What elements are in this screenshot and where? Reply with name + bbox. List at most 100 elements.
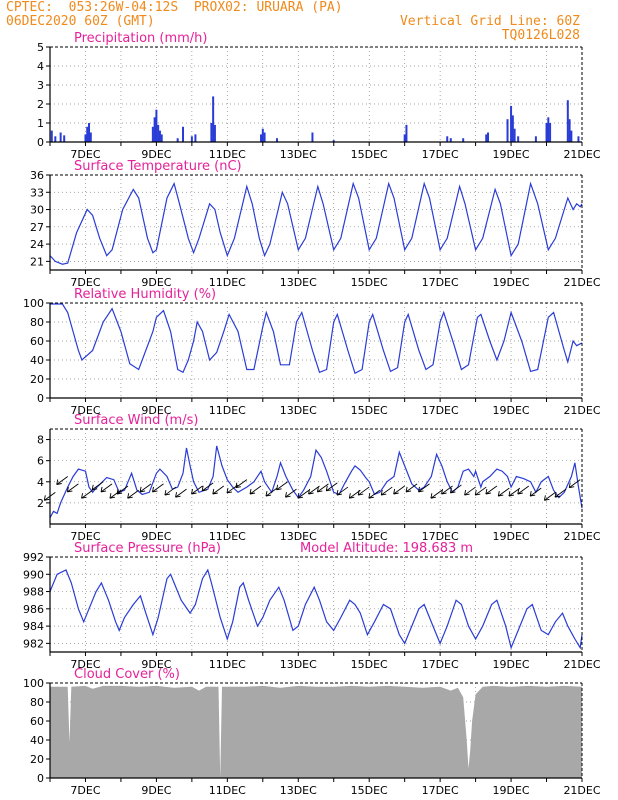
wind-arrow <box>100 483 113 493</box>
precip-bar <box>547 117 550 142</box>
wind-arrow-shaft <box>326 482 338 492</box>
wind-arrow-shaft <box>317 483 329 493</box>
x-tick-label: 7DEC <box>70 404 100 416</box>
x-tick-label: 19DEC <box>493 276 530 288</box>
wind-arrow-head <box>297 493 303 499</box>
x-tick-label: 9DEC <box>141 530 171 542</box>
x-tick-label: 11DEC <box>209 276 246 288</box>
wind-arrow-head <box>265 491 272 497</box>
y-tick-label: 20 <box>30 373 44 386</box>
y-tick-label: 1 <box>37 117 44 130</box>
wind-arrow <box>91 481 104 491</box>
panel-title: Surface Pressure (hPa) <box>74 541 221 556</box>
wind-arrow-head <box>212 488 218 495</box>
x-tick-label: 9DEC <box>141 276 171 288</box>
wind-arrow-shaft <box>430 489 443 499</box>
wind-arrow-head <box>109 493 116 499</box>
wind-arrow <box>164 486 177 496</box>
x-tick-label: 9DEC <box>141 784 171 797</box>
precip-bar <box>84 134 87 142</box>
y-tick-label: 0 <box>37 772 44 785</box>
y-tick-label: 982 <box>23 637 44 650</box>
panel-temperature: Surface Temperature (nC) 21 24 27 30 33 36 7DEC… <box>30 159 601 288</box>
wind-arrow-shaft <box>380 486 393 496</box>
panel-cloud-cover: Cloud Cover (%) 0 20 40 60 80 100 7DEC 9DEC 11DEC… <box>23 667 601 797</box>
y-tick-label: 6 <box>37 455 44 468</box>
x-tick-label: 13DEC <box>280 276 317 288</box>
precip-bar <box>59 132 62 142</box>
x-tick-label: 9DEC <box>141 658 171 670</box>
wind-arrow-head <box>554 492 561 498</box>
panel-humidity: Relative Humidity (%) 0 20 40 60 80 100 7DEC 9DE… <box>23 287 601 416</box>
wind-arrow <box>497 487 510 497</box>
panel-wind: Surface Wind (m/s) 2 4 6 8 7DEC 9DEC 11DEC 13DEC… <box>37 413 601 542</box>
precip-bar <box>405 124 408 142</box>
wind-arrow-shaft <box>212 485 225 495</box>
wind-arrow-head <box>393 488 399 495</box>
y-tick-label: 36 <box>30 169 44 182</box>
x-tick-label: 17DEC <box>422 658 459 670</box>
wind-arrow-head <box>336 489 343 496</box>
wind-arrow-shaft <box>336 486 349 496</box>
wind-arrow-shaft <box>517 485 530 495</box>
precip-bar <box>54 136 57 142</box>
wind-arrow <box>116 485 129 495</box>
precip-bar <box>212 96 215 142</box>
wind-arrow-head <box>357 489 364 496</box>
wind-arrow <box>405 483 418 493</box>
y-tick-label: 100 <box>23 677 44 690</box>
precip-bar <box>549 123 552 142</box>
precip-bar <box>153 117 156 142</box>
wind-arrow-head <box>308 488 314 495</box>
precip-bar <box>534 136 537 142</box>
header-model: TQ0126L028 <box>501 28 580 43</box>
wind-arrow-shaft <box>164 486 177 496</box>
wind-arrow <box>474 486 487 496</box>
y-tick-label: 2 <box>37 497 44 510</box>
precip-bar <box>263 132 266 142</box>
wind-arrow <box>308 485 320 495</box>
series-line <box>49 445 583 518</box>
x-tick-label: 13DEC <box>280 148 317 160</box>
wind-arrow <box>316 483 329 493</box>
y-tick-label: 21 <box>30 255 44 268</box>
wind-arrow-shaft <box>191 485 203 495</box>
x-tick-label: 7DEC <box>70 530 100 542</box>
precip-bar <box>311 132 314 142</box>
wind-arrow-shaft <box>464 486 476 496</box>
precip-bar <box>275 138 278 142</box>
wind-arrow <box>508 487 521 497</box>
x-tick-label: 21DEC <box>563 530 600 542</box>
precip-bar <box>485 134 488 142</box>
wind-arrow <box>517 485 530 495</box>
wind-arrow-shaft <box>498 487 510 497</box>
wind-arrow-shaft <box>276 481 288 491</box>
x-tick-label: 21DEC <box>563 148 600 160</box>
wind-arrow-shaft <box>418 483 430 493</box>
wind-arrow-shaft <box>474 486 487 496</box>
precip-bar <box>50 130 53 142</box>
x-tick-label: 7DEC <box>70 276 100 288</box>
y-tick-label: 80 <box>30 696 44 709</box>
wind-arrow <box>418 483 430 493</box>
wind-arrow-shaft <box>485 485 498 495</box>
y-tick-label: 992 <box>23 551 44 564</box>
wind-arrow-head <box>100 486 107 493</box>
wind-arrow-head <box>116 488 123 495</box>
wind-arrow <box>201 482 214 492</box>
series-line <box>49 181 583 265</box>
x-tick-label: 11DEC <box>209 148 246 160</box>
x-tick-label: 13DEC <box>280 784 317 797</box>
wind-arrow <box>393 485 405 495</box>
wind-arrow-shaft <box>297 489 310 499</box>
x-tick-label: 13DEC <box>280 404 317 416</box>
wind-arrow-head <box>164 489 170 496</box>
wind-arrow <box>127 489 139 499</box>
wind-arrow-head <box>543 495 550 501</box>
wind-arrow-shaft <box>235 479 248 489</box>
wind-arrow <box>139 483 152 493</box>
x-tick-label: 9DEC <box>141 404 171 416</box>
wind-arrow <box>485 485 498 495</box>
precip-bar <box>158 130 161 142</box>
cloud-area <box>50 685 582 778</box>
